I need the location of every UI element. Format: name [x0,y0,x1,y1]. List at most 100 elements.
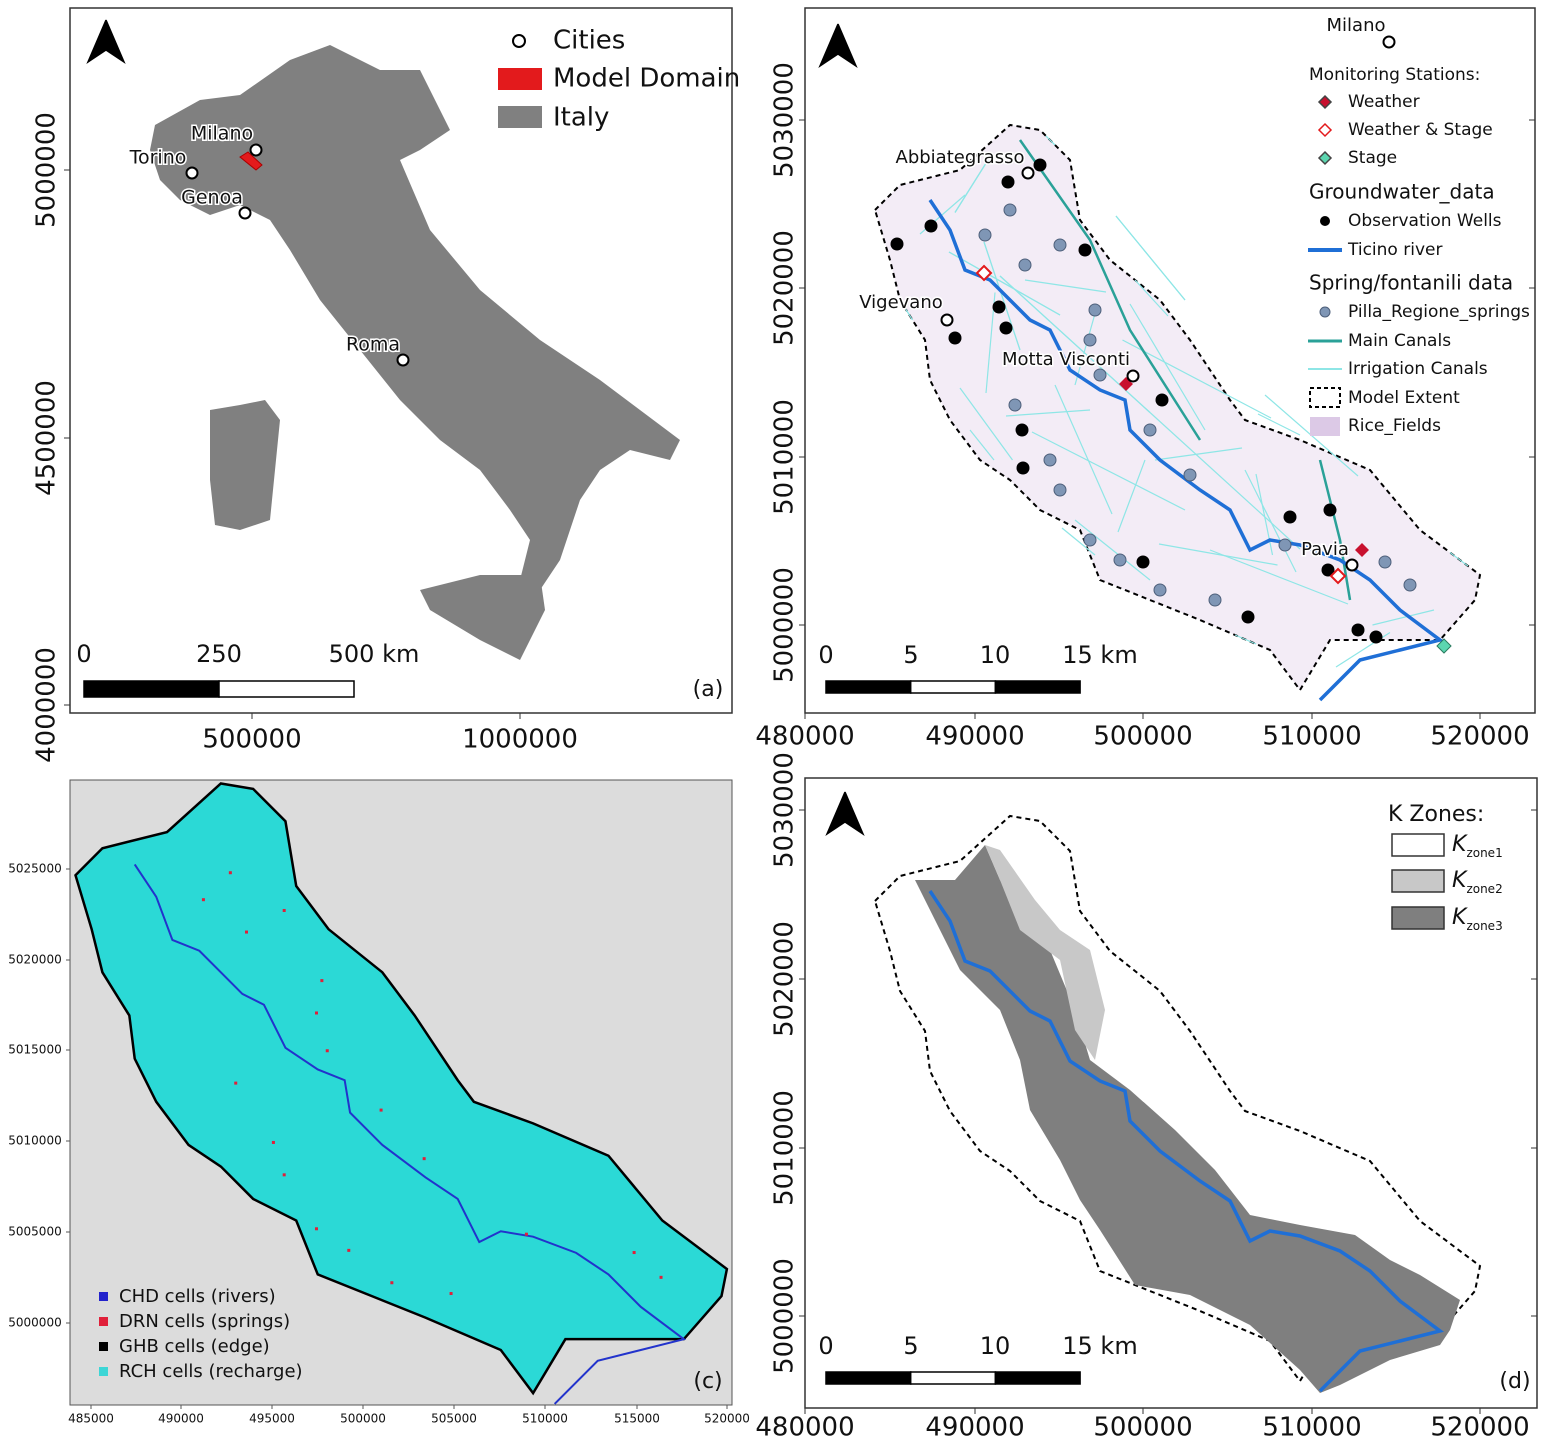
spring [1003,203,1017,217]
drain-cell [314,1227,318,1231]
north-arrow [86,19,126,65]
legend-label: Kzone2 [1452,868,1503,896]
city-marker [185,166,199,180]
label: 500000 [1093,722,1192,752]
drain-cell [347,1248,351,1252]
label: Milano [191,123,253,145]
town-marker [1382,35,1396,49]
spring [1088,303,1102,317]
spring [1083,333,1097,347]
irrigation-canal [1129,303,1206,431]
label: 490000 [925,1413,1024,1443]
label: Cities [553,26,625,56]
model-domain [239,151,263,171]
weather-stage-station [975,264,993,282]
label: Spring/fontanili data [1309,271,1513,295]
label: 1000000 [462,725,578,755]
spring [1208,593,1222,607]
label: 5010000 [770,399,800,515]
observation-well [924,219,938,233]
spring [978,228,992,242]
label: 490000 [925,722,1024,752]
drain-cell [201,898,205,902]
label: Model Domain [553,64,740,94]
label: Ticino river [1347,240,1442,260]
label: 5000000 [770,567,800,683]
observation-well [1078,243,1092,257]
irrigation-canal [1209,549,1349,605]
label: 5000000 [8,1316,61,1330]
spring [1043,453,1057,467]
river-cells [133,863,687,1405]
main-canal [1318,459,1352,601]
legend-swatch [99,1367,108,1376]
k-zone3 [915,845,1460,1393]
legend-spring [1319,306,1331,318]
spring [1183,468,1197,482]
scale-bar-segment [909,1371,997,1385]
label: (c) [693,1369,722,1394]
sardinia [210,400,280,530]
legend-swatch [99,1342,108,1351]
label: 10 [980,641,1011,669]
spring [1008,398,1022,412]
label: (a) [693,677,724,702]
irrigation-canal [1257,413,1301,436]
label: 500000 [1093,1413,1192,1443]
spring [1053,238,1067,252]
observation-well [1241,610,1255,624]
label: 5 [903,1332,918,1360]
label: 510000 [1262,1413,1361,1443]
irrigation-canal [1117,459,1146,533]
north-arrow [825,791,865,837]
legend-station [1317,150,1333,166]
label: 505000 [431,1412,477,1426]
label: Italy [553,103,609,133]
legend-swatch [99,1292,108,1301]
observation-well [1323,503,1337,517]
label: Milano [1327,15,1386,36]
drain-cell [379,1108,383,1112]
label: 0 [76,640,91,668]
label: Rice_Fields [1348,416,1441,436]
legend-label: Kzone3 [1452,905,1503,933]
spring [1053,483,1067,497]
observation-well [948,331,962,345]
observation-well [1351,623,1365,637]
label: 500 km [329,640,420,668]
irrigation-canal [1154,447,1243,461]
irrigation-canal [1115,215,1186,301]
label: RCH cells (recharge) [119,1361,303,1382]
drain-cell [524,1232,528,1236]
label: 5005000 [8,1225,61,1239]
observation-well [1001,175,1015,189]
label: 510000 [1262,722,1361,752]
label: 495000 [249,1412,295,1426]
observation-well [1155,393,1169,407]
label: 0 [818,641,833,669]
label: 490000 [158,1412,204,1426]
label: 5 [903,641,918,669]
city-marker [396,353,410,367]
scale-bar-segment [825,680,912,694]
label: 520000 [704,1412,750,1426]
observation-well [1016,461,1030,475]
legend-station [1317,122,1333,138]
scale-bar-segment [994,1371,1081,1385]
drain-cell [422,1157,426,1161]
label: Model Extent [1348,388,1460,408]
weather-station [1355,543,1369,557]
scale-bar-segment [994,680,1081,694]
spring [1278,538,1292,552]
drain-cell [390,1281,394,1285]
irrigation-canal [969,429,995,461]
ticino-river [928,199,1444,702]
drain-cell [234,1081,238,1085]
irrigation-canal [959,387,1013,461]
label: Vigevano [859,292,943,313]
label: Monitoring Stations: [1309,65,1480,85]
legend-swatch [1391,869,1445,893]
label: Abbiategrasso [896,147,1025,168]
label: 500000 [340,1412,386,1426]
spring [1143,423,1157,437]
